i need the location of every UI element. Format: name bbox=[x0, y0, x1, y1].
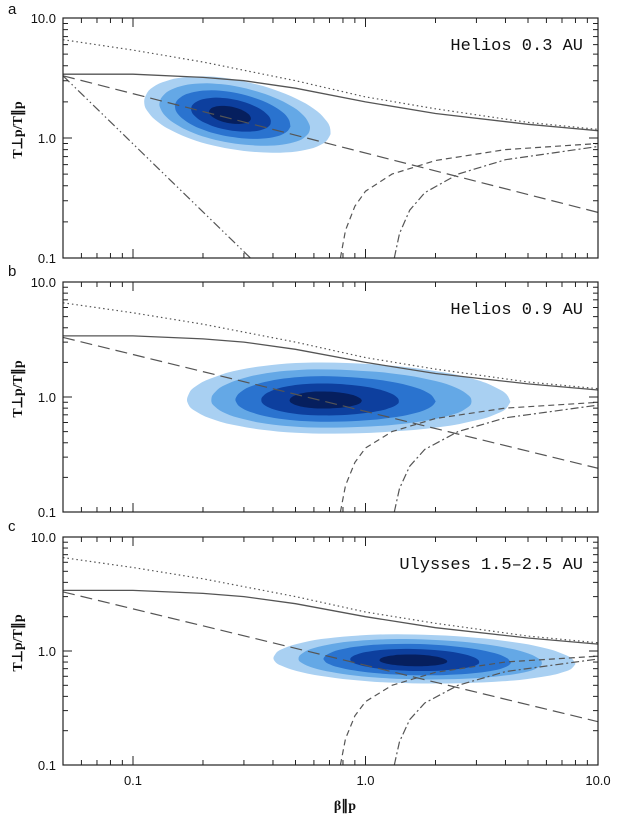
y-tick-label: 10.0 bbox=[31, 275, 56, 290]
panel-a: 0.1 1.0 10.0 T⊥p/T∥p a Helios 0.3 AU bbox=[8, 1, 599, 266]
panel-letter: c bbox=[8, 518, 16, 535]
curve-dash-dot-dot bbox=[63, 75, 251, 258]
curve-dash-dot bbox=[393, 145, 598, 258]
contour-distribution bbox=[273, 634, 576, 684]
plot-area bbox=[63, 39, 598, 258]
y-tick-label: 10.0 bbox=[31, 11, 56, 26]
x-tick-label: 0.1 bbox=[124, 773, 142, 788]
curve-long-dashed bbox=[63, 591, 598, 723]
curve-dashed bbox=[339, 142, 598, 258]
panel-c: 0.1 1.0 10.0 0.1 1.0 10.0 T⊥p/T∥p c Ulysses 1.5–… bbox=[8, 518, 611, 788]
y-axis-label: T⊥p/T∥p bbox=[10, 101, 26, 159]
x-axis-label: β∥p bbox=[334, 798, 356, 814]
y-tick-label: 1.0 bbox=[38, 131, 56, 146]
panel-b: 0.1 1.0 10.0 T⊥p/T∥p b Helios 0.9 AU bbox=[8, 263, 599, 520]
contour-distribution bbox=[186, 362, 511, 434]
curve-dash-dot bbox=[393, 404, 598, 512]
contour-distribution bbox=[144, 76, 331, 153]
y-tick-label: 10.0 bbox=[31, 530, 56, 545]
panel-annotation: Helios 0.9 AU bbox=[450, 301, 583, 320]
panel-annotation: Helios 0.3 AU bbox=[450, 37, 583, 56]
curve-long-dashed bbox=[63, 336, 598, 469]
panel-letter: a bbox=[8, 1, 17, 18]
curve-solid bbox=[63, 73, 598, 132]
curve-dash-dot bbox=[393, 658, 598, 765]
curve-solid bbox=[63, 335, 598, 391]
y-tick-label: 0.1 bbox=[38, 251, 56, 266]
y-tick-label: 1.0 bbox=[38, 644, 56, 659]
y-tick-label: 0.1 bbox=[38, 758, 56, 773]
curve-dashed bbox=[339, 655, 598, 765]
contour-level-5 bbox=[289, 391, 362, 409]
panel-letter: b bbox=[8, 263, 16, 280]
y-tick-label: 1.0 bbox=[38, 390, 56, 405]
plot-area bbox=[63, 302, 598, 512]
x-tick-label: 10.0 bbox=[585, 773, 610, 788]
plot-area bbox=[63, 557, 598, 765]
curve-dashed bbox=[339, 401, 598, 512]
y-axis-label: T⊥p/T∥p bbox=[10, 614, 26, 672]
contour-level-5 bbox=[379, 654, 448, 667]
curve-solid bbox=[63, 589, 598, 645]
contour-level-5 bbox=[208, 105, 251, 124]
panel-annotation: Ulysses 1.5–2.5 AU bbox=[399, 556, 583, 575]
x-tick-label: 1.0 bbox=[356, 773, 374, 788]
y-tick-label: 0.1 bbox=[38, 505, 56, 520]
curve-long-dashed bbox=[63, 75, 598, 213]
y-axis-label: T⊥p/T∥p bbox=[10, 360, 26, 418]
